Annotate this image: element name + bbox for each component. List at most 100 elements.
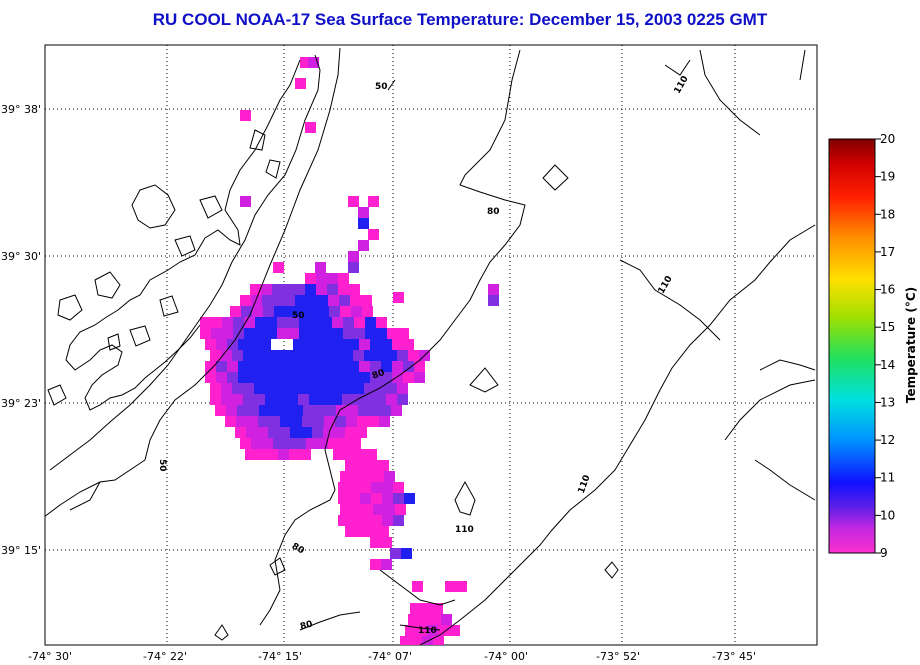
sst-cell (277, 328, 288, 339)
colorbar-tick-label: 18 (880, 207, 895, 221)
sst-cell (384, 504, 395, 515)
sst-cell (393, 493, 404, 504)
sst-cell (340, 504, 351, 515)
sst-cell (332, 328, 343, 339)
sst-cell (405, 625, 416, 636)
sst-cell (348, 251, 359, 262)
sst-cell (246, 427, 257, 438)
sst-cell (421, 603, 432, 614)
sst-cell (348, 339, 359, 350)
sst-cell (323, 427, 334, 438)
sst-cell (232, 394, 243, 405)
sst-cell (328, 438, 339, 449)
sst-cell (290, 427, 301, 438)
sst-cell (272, 284, 283, 295)
sst-cell (338, 482, 349, 493)
sst-cell (273, 438, 284, 449)
sst-cell (432, 603, 443, 614)
sst-cell (400, 636, 411, 645)
sst-cell (308, 57, 319, 68)
sst-cell (332, 317, 343, 328)
sst-cell (355, 449, 366, 460)
sst-cell (254, 350, 265, 361)
sst-cell (371, 515, 382, 526)
sst-cell (331, 394, 342, 405)
sst-cell (488, 284, 499, 295)
sst-cell (284, 295, 295, 306)
sst-cell (320, 383, 331, 394)
sst-cell (258, 416, 269, 427)
sst-cell (404, 493, 415, 504)
sst-cell (365, 317, 376, 328)
sst-cell (445, 581, 456, 592)
colorbar-tick-label: 15 (880, 320, 895, 334)
sst-cell (295, 438, 306, 449)
sst-cell (362, 306, 373, 317)
sst-cell (419, 614, 430, 625)
sst-cell (360, 482, 371, 493)
sst-cell (390, 548, 401, 559)
colorbar-tick-label: 20 (880, 132, 895, 146)
sst-cell (328, 295, 339, 306)
sst-cell (268, 427, 279, 438)
sst-cell (354, 317, 365, 328)
sst-cell (337, 372, 348, 383)
sst-cell (403, 372, 414, 383)
sst-cell (386, 350, 397, 361)
sst-cell (200, 328, 211, 339)
sst-cell (403, 339, 414, 350)
sst-cell (392, 361, 403, 372)
colorbar-tick-label: 14 (880, 358, 895, 372)
sst-cell (398, 328, 409, 339)
sst-cell (276, 383, 287, 394)
sst-cell (338, 273, 349, 284)
sst-cell (348, 262, 359, 273)
sst-cell (247, 416, 258, 427)
sst-cell (351, 306, 362, 317)
sst-cell (379, 416, 390, 427)
sst-cell (306, 295, 317, 306)
sst-cell (240, 110, 251, 121)
contour-label: 50 (292, 311, 305, 321)
sst-cell (364, 383, 375, 394)
sst-cell (349, 493, 360, 504)
lon-label: -74° 22' (143, 650, 187, 663)
sst-cell (368, 229, 379, 240)
sst-cell (375, 350, 386, 361)
sst-cell (283, 284, 294, 295)
sst-cell (449, 625, 460, 636)
sst-cell (211, 317, 222, 328)
sst-cell (362, 504, 373, 515)
sst-cell (305, 122, 316, 133)
sst-cell (315, 372, 326, 383)
sst-cell (382, 482, 393, 493)
sst-cell (273, 262, 284, 273)
sst-cell (441, 614, 452, 625)
sst-cell (225, 416, 236, 427)
map-frame (44, 44, 818, 646)
sst-cell (403, 361, 414, 372)
sst-cell (392, 372, 403, 383)
sst-cell (370, 361, 381, 372)
sst-cell (296, 306, 307, 317)
sst-cell (370, 372, 381, 383)
sst-cell (349, 482, 360, 493)
sst-cell (347, 405, 358, 416)
sst-cell (315, 262, 326, 273)
sst-cell (375, 394, 386, 405)
sst-cell (251, 295, 262, 306)
sst-cell (339, 295, 350, 306)
lon-label: -74° 00' (484, 650, 528, 663)
sst-cell (316, 284, 327, 295)
sst-cell (265, 350, 276, 361)
sst-cell (282, 361, 293, 372)
sst-cell (293, 361, 304, 372)
sst-cell (215, 405, 226, 416)
sst-cell (277, 317, 288, 328)
sst-cell (414, 361, 425, 372)
sst-cell (281, 405, 292, 416)
sst-cell (339, 438, 350, 449)
sst-cell (327, 284, 338, 295)
colorbar-tick-label: 9 (880, 546, 888, 560)
coastline (47, 54, 321, 471)
